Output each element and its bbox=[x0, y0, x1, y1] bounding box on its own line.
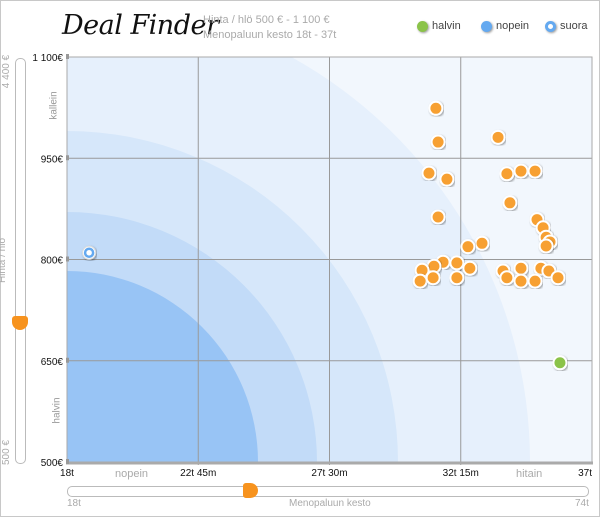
y-tick-label: 650€ bbox=[41, 357, 64, 368]
price-slider-track[interactable] bbox=[15, 58, 26, 464]
ring-dot-icon bbox=[545, 20, 556, 32]
flight-point-default[interactable] bbox=[421, 165, 437, 181]
duration-slider-label: Menopaluun kesto bbox=[289, 498, 371, 509]
x-hint-high: hitain bbox=[516, 468, 543, 480]
legend-label: suora bbox=[560, 20, 588, 32]
legend-cheapest[interactable]: halvin bbox=[417, 20, 461, 32]
x-tick-label: 22t 45m bbox=[180, 468, 216, 479]
flight-point-default[interactable] bbox=[430, 134, 446, 150]
flight-point-default[interactable] bbox=[538, 238, 554, 254]
flight-point-default[interactable] bbox=[439, 171, 455, 187]
x-tick-label: 18t bbox=[60, 468, 74, 479]
price-slider-thumb[interactable] bbox=[12, 315, 28, 330]
y-tick bbox=[66, 155, 69, 161]
green-dot-icon bbox=[417, 20, 428, 32]
y-tick bbox=[66, 54, 69, 59]
flight-point-default[interactable] bbox=[499, 270, 515, 286]
flight-point-default[interactable] bbox=[430, 209, 446, 225]
duration-slider-thumb[interactable] bbox=[243, 483, 259, 498]
duration-filter-summary: Menopaluun kesto 18t - 37t bbox=[203, 29, 337, 41]
direct-ring bbox=[83, 247, 95, 258]
flight-point-default[interactable] bbox=[474, 235, 490, 251]
duration-min-label: 18t bbox=[67, 498, 81, 509]
x-tick-label: 32t 15m bbox=[443, 468, 479, 479]
flight-point-default[interactable] bbox=[428, 100, 444, 116]
x-hint-low: nopein bbox=[115, 468, 149, 480]
flight-point-default[interactable] bbox=[462, 260, 478, 276]
flight-point-default[interactable] bbox=[499, 166, 515, 182]
flight-point-default[interactable] bbox=[449, 255, 465, 271]
flight-point-default[interactable] bbox=[460, 239, 476, 255]
duration-max-label: 74t bbox=[575, 498, 589, 509]
legend-direct[interactable]: suora bbox=[545, 20, 588, 32]
legend-label: nopein bbox=[496, 20, 530, 32]
y-tick bbox=[66, 357, 69, 363]
flight-point-default[interactable] bbox=[550, 270, 566, 286]
flight-point-default[interactable] bbox=[490, 129, 506, 145]
flight-point-default[interactable] bbox=[425, 270, 441, 286]
y-tick bbox=[66, 256, 69, 262]
y-tick-label: 500€ bbox=[41, 458, 64, 469]
flight-point-default[interactable] bbox=[513, 163, 529, 179]
flight-point-cheapest[interactable] bbox=[552, 355, 568, 371]
zone-ring-1 bbox=[67, 271, 258, 462]
y-tick bbox=[66, 459, 69, 464]
flight-point-default[interactable] bbox=[513, 260, 529, 276]
flight-point-default[interactable] bbox=[527, 273, 543, 289]
flight-point-default[interactable] bbox=[412, 273, 428, 289]
flight-point-default[interactable] bbox=[513, 273, 529, 289]
price-filter-summary: Hinta / hlö 500 € - 1 100 € bbox=[203, 14, 330, 26]
y-tick-label: 950€ bbox=[41, 154, 64, 165]
legend-fastest[interactable]: nopein bbox=[481, 20, 529, 32]
y-tick-label: 1 100€ bbox=[32, 53, 63, 64]
logo: Deal Finder bbox=[62, 10, 219, 41]
flight-point-default[interactable] bbox=[527, 163, 543, 179]
x-tick-label: 37t bbox=[578, 468, 592, 479]
duration-slider-track[interactable] bbox=[67, 486, 589, 497]
blue-dot-icon bbox=[481, 20, 492, 32]
y-tick-label: 800€ bbox=[41, 256, 64, 267]
x-tick-label: 27t 30m bbox=[311, 468, 347, 479]
flight-point-default[interactable] bbox=[502, 195, 518, 211]
flight-point-default[interactable] bbox=[449, 270, 465, 286]
legend-label: halvin bbox=[432, 20, 461, 32]
